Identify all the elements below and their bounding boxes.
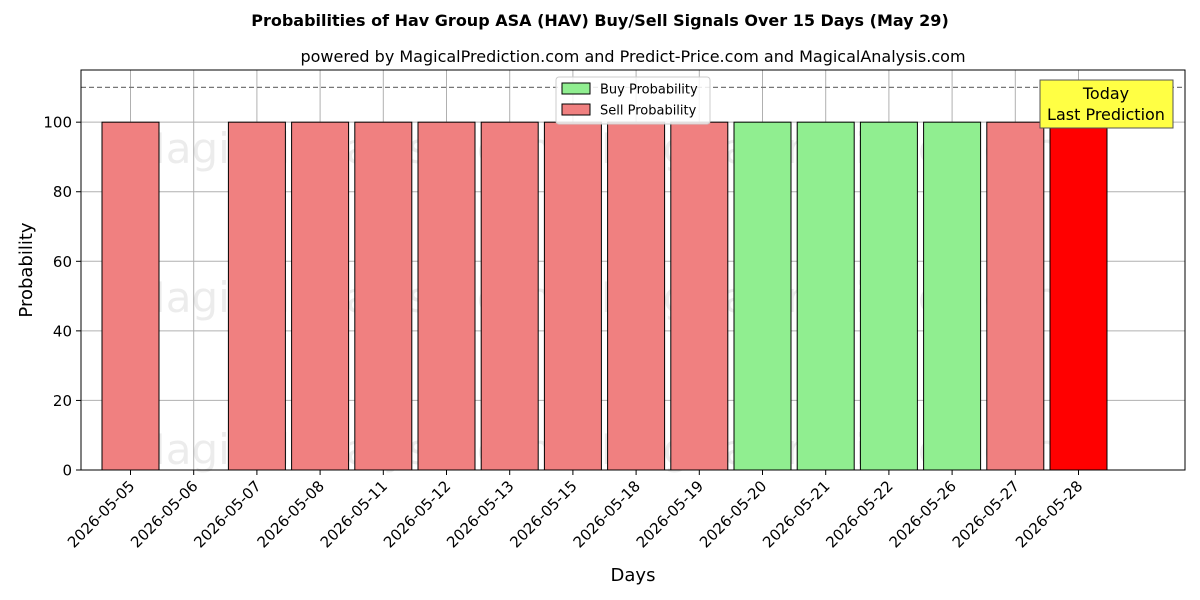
- y-axis-ticks: 0 20 40 60 80 100: [43, 114, 81, 480]
- x-tick-label: 2026-05-18: [570, 477, 644, 551]
- chart-title: Probabilities of Hav Group ASA (HAV) Buy…: [251, 11, 949, 30]
- sell-probability-bar: [417, 121, 476, 471]
- today-annotation: Today Last Prediction: [1039, 79, 1174, 129]
- y-axis-label: Probability: [16, 222, 37, 317]
- y-tick-label: 80: [53, 183, 72, 201]
- sell-probability-bar: [986, 121, 1045, 471]
- legend-label: Sell Probability: [600, 104, 697, 119]
- bar-series: [101, 121, 1108, 471]
- y-tick-label: 40: [53, 322, 72, 340]
- y-tick-label: 0: [62, 462, 72, 480]
- sell-probability-bar: [227, 121, 286, 471]
- x-tick-label: 2026-05-22: [822, 477, 896, 551]
- chart-subtitle: powered by MagicalPrediction.com and Pre…: [300, 47, 965, 66]
- x-tick-label: 2026-05-11: [317, 477, 391, 551]
- x-tick-label: 2026-05-19: [633, 477, 707, 551]
- annotation-text: Today: [1082, 84, 1129, 103]
- sell-probability-bar: [480, 121, 539, 471]
- legend-swatch: [561, 103, 591, 116]
- sell-probability-bar: [607, 121, 666, 471]
- annotation-text: Last Prediction: [1047, 105, 1165, 124]
- buy-probability-bar: [859, 121, 918, 471]
- legend-swatch: [561, 82, 591, 95]
- buy-probability-bar: [796, 121, 855, 471]
- sell-probability-bar: [543, 121, 602, 471]
- x-tick-label: 2026-05-15: [506, 477, 580, 551]
- x-tick-label: 2026-05-08: [254, 477, 328, 551]
- annotation-box: [1039, 79, 1174, 129]
- y-tick-label: 100: [43, 114, 72, 132]
- sell-probability-bar: [354, 121, 413, 471]
- buy-probability-bar: [923, 121, 982, 471]
- x-tick-label: 2026-05-21: [759, 477, 833, 551]
- sell-probability-bar: [1049, 121, 1108, 471]
- x-tick-label: 2026-05-07: [190, 477, 264, 551]
- x-axis-ticks: 2026-05-052026-05-062026-05-072026-05-08…: [64, 470, 1086, 551]
- y-tick-label: 60: [53, 253, 72, 271]
- x-axis-label: Days: [611, 565, 656, 586]
- x-tick-label: 2026-05-12: [380, 477, 454, 551]
- x-tick-label: 2026-05-27: [949, 477, 1023, 551]
- x-tick-label: 2026-05-05: [64, 477, 138, 551]
- x-tick-label: 2026-05-26: [886, 477, 960, 551]
- legend: Buy Probability Sell Probability: [555, 76, 711, 125]
- buy-probability-bar: [733, 121, 792, 471]
- y-tick-label: 20: [53, 392, 72, 410]
- plot-frame: [80, 69, 1186, 471]
- sell-probability-bar: [670, 121, 729, 471]
- legend-label: Buy Probability: [600, 83, 698, 98]
- x-tick-label: 2026-05-06: [127, 477, 201, 551]
- legend-box: [555, 76, 711, 125]
- x-tick-label: 2026-05-28: [1012, 477, 1086, 551]
- x-tick-label: 2026-05-13: [443, 477, 517, 551]
- sell-probability-bar: [291, 121, 350, 471]
- x-tick-label: 2026-05-20: [696, 477, 770, 551]
- sell-probability-bar: [101, 121, 160, 471]
